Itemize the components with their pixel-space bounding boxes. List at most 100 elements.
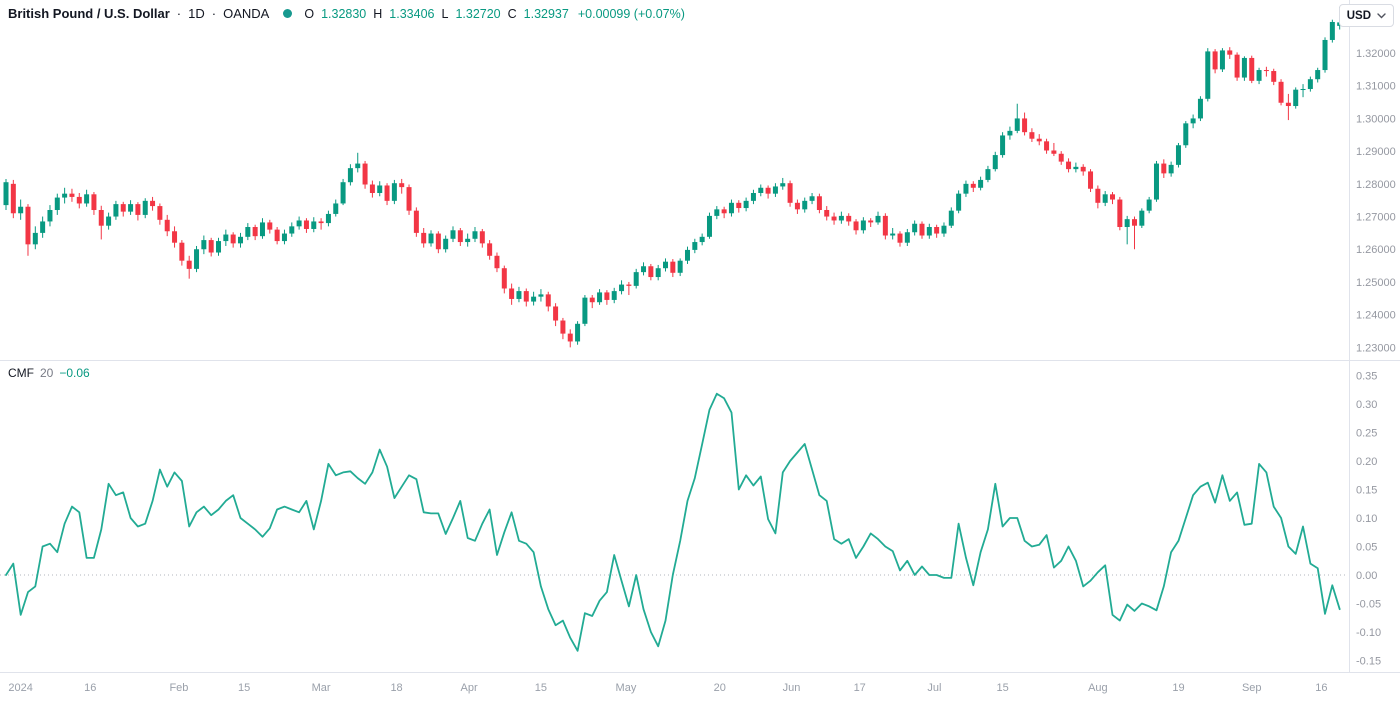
time-tick-label: 15 [535,682,547,694]
candle-body [831,216,837,221]
candle-body [281,233,287,242]
low-value: 1.32720 [455,6,501,21]
cmf-tick-label: -0.15 [1356,656,1381,668]
candle-body [743,200,749,209]
candle-body [728,202,734,214]
candle-body [172,231,178,243]
candle-body [1205,51,1211,99]
candle-body [721,209,727,214]
time-tick-label: Sep [1242,682,1262,694]
candle-body [106,216,112,226]
candle-body [157,206,163,220]
symbol-title[interactable]: British Pound / U.S. Dollar [8,6,170,21]
indicator-name[interactable]: CMF [8,366,34,380]
candle-body [919,223,925,236]
candle-body [1146,199,1152,211]
candle-body [142,200,148,215]
time-tick-label: 20 [714,682,726,694]
cmf-tick-label: 0.00 [1356,570,1377,582]
candle-body [692,242,698,250]
candle-body [40,221,46,233]
candle-body [428,233,434,244]
candle-body [274,229,280,242]
candle-body [1329,21,1335,40]
close-label: C [507,6,517,21]
candle-body [567,333,573,342]
candle-body [421,232,427,244]
candle-body [677,260,683,273]
candle-body [406,187,412,211]
candle-body [223,234,229,242]
candle-body [1066,161,1072,170]
candle-body [1197,98,1203,119]
candle-body [633,272,639,286]
candle-body [303,220,309,229]
candle-body [164,219,170,232]
candle-body [1300,89,1306,91]
time-tick-label: Feb [169,682,188,694]
candle-body [736,202,742,209]
candle-body [611,291,617,300]
candle-body [355,163,361,169]
cmf-tick-label: 0.30 [1356,399,1377,411]
chart-header: British Pound / U.S. Dollar · 1D · OANDA… [8,6,685,21]
candle-body [794,202,800,210]
candle-body [1044,141,1050,151]
cmf-tick-label: 0.20 [1356,456,1377,468]
candle-body [1271,71,1277,82]
exchange-label: OANDA [223,6,270,21]
candle-body [76,196,82,204]
candle-body [91,194,97,211]
candle-body [545,294,551,307]
close-value: 1.32937 [523,6,569,21]
low-label: L [441,6,449,21]
ohlc-readout: O 1.32830 H 1.33406 L 1.32720 C 1.32937 +0.0… [304,7,685,21]
candle-body [538,294,544,297]
candle-body [531,296,537,302]
candle-body [201,240,207,250]
candle-body [1051,150,1057,154]
candle-body [25,206,31,245]
candle-body [1183,123,1189,146]
candle-body [1307,79,1313,90]
candle-body [391,183,397,201]
candle-body [113,204,119,217]
candle-body [787,183,793,203]
candle-body [1249,57,1255,81]
candle-body [1029,132,1035,139]
candle-body [1285,102,1291,107]
time-tick-label: Jul [927,682,941,694]
time-tick-label: Mar [312,682,331,694]
candle-body [465,238,471,243]
separator-dot: · [211,6,217,21]
candle-body [1212,51,1218,70]
candle-body [333,203,339,214]
candle-body [501,268,507,289]
indicator-value: −0.06 [59,366,90,380]
candle-body [62,193,68,198]
candle-body [1007,130,1013,136]
timeframe-label[interactable]: 1D [188,6,205,21]
candle-body [98,210,104,226]
candle-body [457,230,463,243]
chevron-down-icon [1377,12,1386,18]
candle-body [399,183,405,188]
candle-body [216,241,222,253]
candle-body [1036,138,1042,142]
candle-body [846,215,852,222]
price-tick-label: 1.24000 [1356,310,1396,322]
candle-body [589,297,595,303]
candle-body [963,183,969,194]
change-value: +0.00099 (+0.07%) [577,6,685,21]
candle-body [340,182,346,204]
candle-body [150,200,156,207]
cmf-line [5,392,1341,652]
currency-selector-button[interactable]: USD [1338,4,1394,27]
candle-body [1117,199,1123,228]
candle-body [54,197,60,211]
time-tick-label: 16 [84,682,96,694]
price-tick-label: 1.27000 [1356,212,1396,224]
candle-body [560,320,566,334]
candle-body [912,223,918,233]
